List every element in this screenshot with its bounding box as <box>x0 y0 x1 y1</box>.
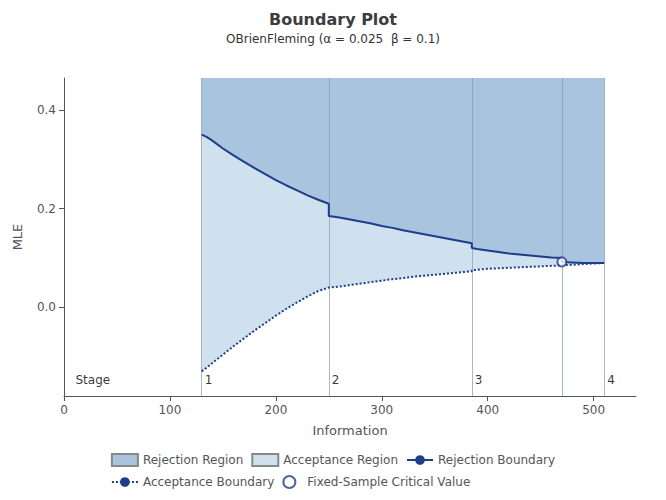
svg-text:MLE: MLE <box>10 224 25 251</box>
svg-text:100: 100 <box>158 403 181 417</box>
svg-text:Rejection Boundary: Rejection Boundary <box>438 453 555 467</box>
svg-text:500: 500 <box>582 403 605 417</box>
svg-text:200: 200 <box>264 403 287 417</box>
svg-text:1: 1 <box>205 373 213 387</box>
svg-text:Stage: Stage <box>75 373 110 387</box>
svg-text:Information: Information <box>312 423 387 438</box>
svg-text:0.2: 0.2 <box>37 202 56 216</box>
svg-text:0.0: 0.0 <box>37 300 56 314</box>
svg-text:300: 300 <box>370 403 393 417</box>
svg-text:Acceptance Region: Acceptance Region <box>283 453 398 467</box>
svg-text:Boundary Plot: Boundary Plot <box>269 10 397 29</box>
svg-text:OBrienFleming (α = 0.025 β =: OBrienFleming (α = 0.025 β = 0.1) <box>226 32 440 46</box>
svg-text:0: 0 <box>60 403 68 417</box>
svg-text:2: 2 <box>332 373 340 387</box>
svg-text:400: 400 <box>476 403 499 417</box>
svg-text:Fixed-Sample Critical Value: Fixed-Sample Critical Value <box>307 475 470 489</box>
svg-text:Acceptance Boundary: Acceptance Boundary <box>143 475 274 489</box>
svg-text:3: 3 <box>475 373 483 387</box>
svg-text:0.4: 0.4 <box>37 103 56 117</box>
svg-text:4: 4 <box>607 373 615 387</box>
svg-text:Rejection Region: Rejection Region <box>143 453 243 467</box>
